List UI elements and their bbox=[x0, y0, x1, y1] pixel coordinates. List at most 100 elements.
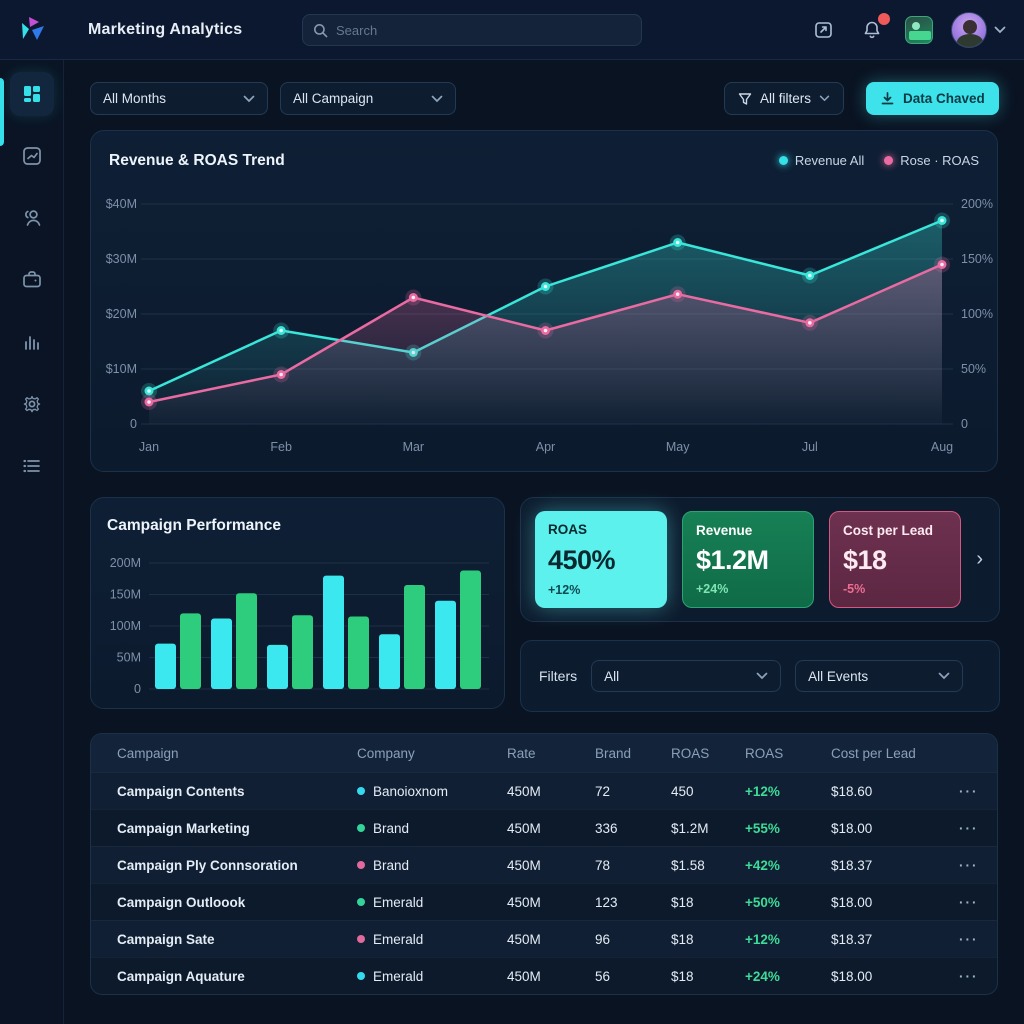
row-actions-icon[interactable]: ··· bbox=[959, 820, 979, 836]
cell-brand: 96 bbox=[595, 931, 611, 947]
avatar[interactable] bbox=[951, 12, 987, 48]
svg-text:$40M: $40M bbox=[106, 197, 137, 211]
cell-rate: 450M bbox=[507, 894, 541, 910]
cell-campaign: Campaign Aquature bbox=[117, 968, 245, 984]
campaign-case-icon bbox=[22, 271, 41, 288]
chevron-down-icon bbox=[756, 672, 768, 680]
app-logo-icon[interactable] bbox=[0, 13, 64, 47]
sidebar-item-dashboard[interactable] bbox=[9, 72, 54, 116]
table-row[interactable]: Campaign Ply Connsoration Brand 450M 78 $1.5… bbox=[91, 846, 997, 883]
legend-label-revenue: Revenue All bbox=[794, 153, 865, 168]
settings-gear-icon bbox=[23, 395, 40, 413]
cell-roas-delta: +55% bbox=[745, 820, 780, 836]
row-actions-icon[interactable]: ··· bbox=[959, 783, 979, 799]
row-actions-icon[interactable]: ··· bbox=[959, 931, 979, 947]
cell-rate: 450M bbox=[507, 820, 541, 836]
chevron-down-icon[interactable] bbox=[994, 26, 1006, 34]
dashboard-grid-icon bbox=[23, 86, 40, 102]
table-row[interactable]: Campaign Sate Emerald 450M 96 $18 +12% $18.37 ·… bbox=[91, 920, 997, 957]
app-thumbnail-icon[interactable] bbox=[905, 16, 933, 44]
row-actions-icon[interactable]: ··· bbox=[959, 857, 979, 873]
data-export-button[interactable]: Data Chaved bbox=[866, 82, 999, 115]
cell-brand: 56 bbox=[595, 968, 611, 984]
sidebar-active-indicator bbox=[0, 78, 4, 146]
bar-chart-title: Campaign Performance bbox=[107, 517, 281, 534]
svg-text:Mar: Mar bbox=[403, 440, 425, 454]
cell-company: Emerald bbox=[331, 932, 481, 947]
sidebar-item-settings[interactable] bbox=[10, 382, 54, 426]
sidebar-item-campaigns[interactable] bbox=[10, 258, 54, 302]
svg-text:100M: 100M bbox=[110, 619, 141, 633]
svg-text:$30M: $30M bbox=[106, 252, 137, 266]
bell-icon[interactable] bbox=[857, 13, 890, 45]
months-select[interactable]: All Months bbox=[90, 82, 268, 115]
row-actions-icon[interactable]: ··· bbox=[959, 894, 979, 910]
table-column-header: Company bbox=[357, 745, 415, 761]
sidebar-item-audience[interactable] bbox=[10, 196, 54, 240]
search-field[interactable] bbox=[336, 22, 631, 38]
kpi-label: ROAS bbox=[548, 522, 588, 537]
filter-all-value: All bbox=[604, 668, 620, 684]
campaign-performance-bar-chart[interactable]: 200M 150M 100M 50M 0 bbox=[91, 540, 506, 708]
cell-brand: 336 bbox=[595, 820, 618, 836]
svg-text:0: 0 bbox=[961, 417, 968, 431]
cell-rate: 450M bbox=[507, 783, 541, 799]
table-row[interactable]: Campaign Contents Banoioxnom 450M 72 450 +12%… bbox=[91, 772, 997, 809]
kpi-card-revenue[interactable]: Revenue $1.2M +24% bbox=[682, 511, 814, 608]
search-icon bbox=[313, 23, 328, 38]
cell-cost-per-lead: $18.60 bbox=[831, 783, 873, 799]
trend-chart-icon bbox=[22, 147, 41, 165]
table-column-header: Brand bbox=[595, 745, 632, 761]
sidebar-item-reports[interactable] bbox=[10, 444, 54, 488]
kpi-label: Cost per Lead bbox=[843, 523, 934, 538]
sidebar-item-trends[interactable] bbox=[10, 134, 54, 178]
sidebar bbox=[0, 60, 64, 1024]
all-filters-button[interactable]: All filters bbox=[724, 82, 845, 115]
table-row[interactable]: Campaign Outloook Emerald 450M 123 $18 +50% $1… bbox=[91, 883, 997, 920]
filters-panel-label: Filters bbox=[539, 668, 578, 684]
cell-roas: $1.2M bbox=[671, 820, 709, 836]
trend-chart-title: Revenue & ROAS Trend bbox=[109, 152, 285, 169]
cell-campaign: Campaign Contents bbox=[117, 783, 245, 799]
cell-roas-delta: +12% bbox=[745, 931, 780, 947]
company-dot bbox=[357, 824, 365, 832]
filter-all-select[interactable]: All bbox=[591, 660, 782, 692]
cell-roas-delta: +42% bbox=[745, 857, 780, 873]
svg-text:Apr: Apr bbox=[536, 440, 555, 454]
search-input[interactable] bbox=[302, 14, 642, 46]
kpi-next-chevron-icon[interactable]: › bbox=[976, 548, 983, 570]
campaign-select[interactable]: All Campaign bbox=[280, 82, 456, 115]
cell-roas-delta: +12% bbox=[745, 783, 780, 799]
table-row[interactable]: Campaign Marketing Brand 450M 336 $1.2M +55% $… bbox=[91, 809, 997, 846]
table-header: Campaign Company Rate Brand ROAS ROAS Cost per… bbox=[91, 734, 997, 772]
filters-panel: Filters All All Events bbox=[520, 640, 1000, 712]
row-actions-icon[interactable]: ··· bbox=[959, 968, 979, 984]
kpi-card-row: ROAS 450% +12% Revenue $1.2M +24% Cost per Lea… bbox=[520, 497, 1000, 622]
cell-company: Emerald bbox=[331, 895, 481, 910]
cell-roas: $18 bbox=[671, 968, 694, 984]
svg-text:0: 0 bbox=[134, 682, 141, 696]
sidebar-item-analytics[interactable] bbox=[10, 320, 54, 364]
svg-text:200%: 200% bbox=[961, 197, 993, 211]
cell-rate: 450M bbox=[507, 968, 541, 984]
svg-text:0: 0 bbox=[130, 417, 137, 431]
cell-company: Brand bbox=[331, 858, 481, 873]
page-title: Marketing Analytics bbox=[88, 20, 243, 38]
data-export-label: Data Chaved bbox=[903, 91, 985, 106]
table-row[interactable]: Campaign Aquature Emerald 450M 56 $18 +24% $18… bbox=[91, 957, 997, 994]
legend-item-roas[interactable]: Rose · ROAS bbox=[884, 153, 979, 168]
trend-legend: Revenue All Rose · ROAS bbox=[778, 153, 979, 168]
kpi-card-cost-per-lead[interactable]: Cost per Lead $18 -5% bbox=[829, 511, 961, 608]
filter-events-select[interactable]: All Events bbox=[795, 660, 964, 692]
campaign-select-value: All Campaign bbox=[293, 91, 374, 106]
export-icon[interactable] bbox=[809, 15, 839, 45]
cell-cost-per-lead: $18.37 bbox=[831, 857, 873, 873]
revenue-roas-card: Revenue & ROAS Trend Revenue All Rose · … bbox=[90, 130, 998, 472]
svg-text:50M: 50M bbox=[117, 651, 141, 665]
cell-cost-per-lead: $18.00 bbox=[831, 820, 873, 836]
kpi-card-roas[interactable]: ROAS 450% +12% bbox=[535, 511, 667, 608]
cell-cost-per-lead: $18.37 bbox=[831, 931, 873, 947]
legend-item-revenue[interactable]: Revenue All bbox=[778, 153, 865, 168]
chevron-down-icon bbox=[243, 95, 255, 102]
